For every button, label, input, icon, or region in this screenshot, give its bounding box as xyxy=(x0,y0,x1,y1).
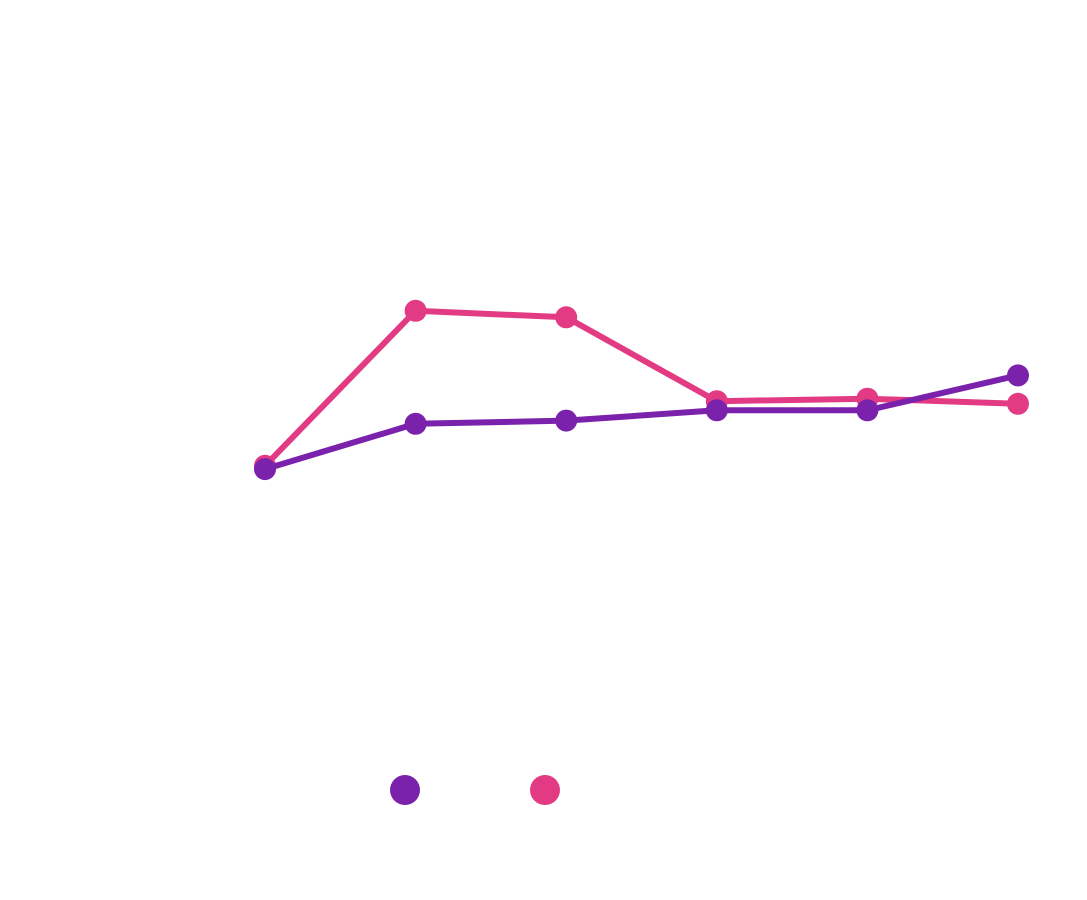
series-1 xyxy=(254,364,1029,481)
series-1-point-2 xyxy=(404,412,427,435)
series-2-point-3 xyxy=(555,306,578,329)
legend-marker-series-1[interactable] xyxy=(390,775,420,805)
series-1-point-6 xyxy=(1007,364,1029,387)
series-2-line xyxy=(262,307,1021,469)
legend xyxy=(390,775,560,805)
series-1-point-3 xyxy=(555,409,578,432)
series-1-point-4 xyxy=(705,399,728,422)
series-2-point-2 xyxy=(404,299,427,322)
legend-marker-series-2[interactable] xyxy=(530,775,560,805)
series-1-point-1 xyxy=(254,458,276,481)
series-2 xyxy=(254,299,1029,477)
series-layer xyxy=(254,299,1029,481)
series-1-line xyxy=(262,372,1021,473)
series-2-point-6 xyxy=(1007,392,1029,415)
series-1-point-5 xyxy=(856,399,879,422)
